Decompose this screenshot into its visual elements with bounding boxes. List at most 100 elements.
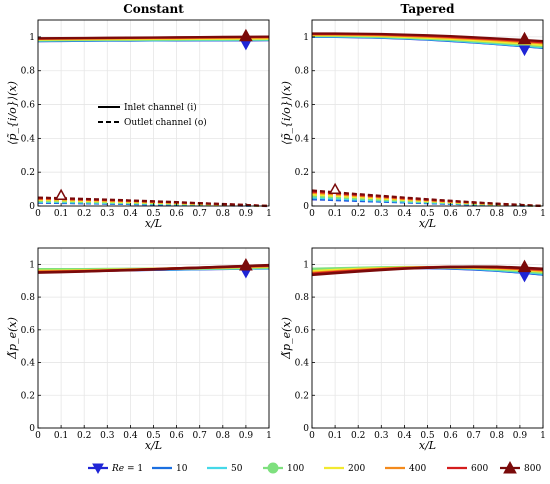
x-tick-label: 0.3 [374, 431, 389, 441]
legend-marker-icon [92, 463, 104, 475]
x-tick-label: 0.3 [374, 209, 389, 219]
x-tick-label: 1 [266, 431, 272, 441]
x-tick-label: 1 [266, 209, 272, 219]
chart-panel-2: 0 0.1 0.2 0.3 0.4 0.5 0.6 0.7 0.8 0.9 1 0 0.2 0.4 0.6 0… [280, 2, 546, 230]
y-axis-label: ⟨p̃_{i/o}⟩(x) [6, 81, 19, 145]
y-tick-label: 0.4 [295, 134, 310, 144]
legend-item-re-400: 400 [385, 464, 426, 474]
y-tick-label: 0.2 [21, 391, 35, 401]
legend-item-re-100: 100 [263, 462, 304, 474]
y-tick-label: 1 [303, 33, 309, 43]
series-line-values-re-800 [311, 265, 544, 277]
series-line-inlet-re-800 [312, 32, 544, 43]
legend-item-re-200: 200 [324, 464, 365, 474]
x-axis-label: x/L [145, 439, 162, 452]
y-tick-label: 0.6 [21, 326, 36, 336]
x-tick-label: 0.3 [100, 209, 115, 219]
y-axis-label: ⟨p̃_{i/o}⟩(x) [280, 81, 293, 145]
x-tick-label: 0.9 [513, 209, 528, 219]
y-tick-label: 0.8 [21, 67, 36, 77]
chart-panel-3: 0 0.1 0.2 0.3 0.4 0.5 0.6 0.7 0.8 0.9 1 0 0.2 0.4 0.6 0… [6, 247, 272, 452]
chart-panel-1: 0 0.1 0.2 0.3 0.4 0.5 0.6 0.7 0.8 0.9 1 0 0.2 0.4 0.6 0… [6, 2, 272, 230]
x-tick-label: 0.5 [146, 431, 161, 441]
marker-re-800 [239, 28, 253, 42]
x-tick-label: 0.4 [397, 209, 412, 219]
x-tick-label: 0 [35, 431, 41, 441]
x-tick-label: 0.2 [77, 209, 91, 219]
x-tick-label: 0.2 [77, 431, 91, 441]
x-tick-label: 0.1 [328, 431, 342, 441]
x-tick-label: 0.4 [397, 431, 412, 441]
y-tick-label: 0.8 [295, 293, 310, 303]
x-tick-label: 0.7 [193, 431, 208, 441]
legend-inlet-label: Inlet channel (i) [124, 102, 197, 113]
y-tick-label: 1 [29, 33, 35, 43]
x-tick-label: 0.9 [239, 209, 254, 219]
y-tick-label: 0.4 [21, 359, 36, 369]
x-tick-label: 0.4 [123, 431, 138, 441]
y-tick-label: 0 [29, 202, 35, 212]
legend-item-re-50: 50 [207, 464, 243, 474]
legend-item-re-800: 800 [500, 460, 541, 474]
x-tick-label: 1 [540, 431, 546, 441]
legend-label: 50 [231, 464, 243, 474]
marker-re-1 [518, 271, 531, 283]
x-tick-label: 0.8 [490, 209, 505, 219]
y-tick-label: 1 [303, 260, 309, 270]
legend-label: 800 [524, 464, 541, 474]
x-tick-label: 0.8 [490, 431, 505, 441]
x-tick-label: 0.5 [420, 431, 435, 441]
marker-re-1 [240, 39, 252, 51]
marker-re-800-outlet [328, 182, 342, 195]
y-axis-label: Δ̃p_e(x) [280, 317, 293, 360]
x-tick-label: 0.6 [443, 209, 458, 219]
x-tick-label: 0.5 [146, 209, 161, 219]
x-tick-label: 0.3 [100, 431, 115, 441]
legend-label: 200 [348, 464, 365, 474]
x-tick-label: 0.1 [54, 431, 68, 441]
y-tick-label: 0.8 [21, 293, 36, 303]
y-axis-label: Δ̃p_e(x) [6, 317, 19, 360]
x-axis-label: x/L [419, 217, 436, 230]
y-tick-label: 0.2 [21, 168, 35, 178]
y-tick-label: 0.4 [21, 134, 36, 144]
legend-item-re-600: 600 [447, 464, 488, 474]
line-style-legend: Inlet channel (i) Outlet channel (o) [98, 102, 207, 128]
x-tick-label: 0.5 [420, 209, 435, 219]
legend-label: 10 [176, 464, 188, 474]
x-tick-label: 0.9 [513, 431, 528, 441]
chart-panel-4: 0 0.1 0.2 0.3 0.4 0.5 0.6 0.7 0.8 0.9 1 0 0.2 0.4 0.6 0… [280, 247, 546, 452]
y-tick-label: 0.2 [295, 391, 309, 401]
marker-re-1 [518, 45, 531, 57]
y-tick-label: 0 [303, 424, 309, 434]
re-legend: Re = 1 10 50 100 200 400 600 800 [88, 460, 541, 475]
y-tick-label: 0.6 [295, 101, 310, 111]
panel-title: Constant [123, 2, 184, 16]
legend-marker-icon [503, 460, 517, 474]
x-tick-label: 0 [35, 209, 41, 219]
x-tick-label: 0 [309, 209, 315, 219]
legend-marker-icon [267, 462, 279, 474]
x-axis-label: x/L [419, 439, 436, 452]
series-line-outlet-re-800 [37, 196, 270, 208]
y-tick-label: 0 [29, 424, 35, 434]
panel-title: Tapered [401, 2, 456, 16]
x-tick-label: 0 [309, 431, 315, 441]
x-axis-label: x/L [145, 217, 162, 230]
x-tick-label: 0.2 [351, 431, 365, 441]
y-tick-label: 1 [29, 260, 35, 270]
marker-re-800-outlet [54, 188, 68, 200]
legend-item-re-10: 10 [152, 464, 188, 474]
legend-label: 600 [471, 464, 488, 474]
marker-re-800 [517, 259, 532, 273]
marker-re-800 [517, 31, 532, 45]
y-tick-label: 0.8 [295, 67, 310, 77]
series-line-inlet-re-800 [37, 35, 270, 40]
y-tick-label: 0.4 [295, 359, 310, 369]
y-tick-label: 0.2 [295, 168, 309, 178]
x-tick-label: 0.4 [123, 209, 138, 219]
x-tick-label: 0.7 [193, 209, 208, 219]
x-tick-label: 0.8 [216, 209, 231, 219]
y-tick-label: 0.6 [295, 326, 310, 336]
legend-label: 100 [287, 464, 304, 474]
